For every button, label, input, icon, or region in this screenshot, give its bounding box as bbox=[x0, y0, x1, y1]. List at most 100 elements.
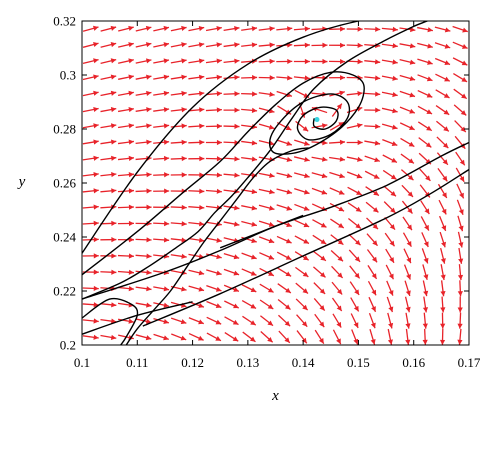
vector-arrow bbox=[329, 156, 346, 162]
vector-arrow bbox=[153, 90, 170, 97]
vector-arrow bbox=[223, 252, 240, 260]
vector-arrow bbox=[100, 237, 117, 243]
vector-arrow bbox=[457, 264, 464, 281]
vector-arrow bbox=[457, 328, 463, 345]
vector-arrow bbox=[82, 171, 99, 178]
vector-arrow bbox=[205, 107, 222, 113]
vector-arrow bbox=[223, 156, 240, 162]
vector-arrow bbox=[364, 59, 381, 65]
vector-arrow bbox=[438, 199, 447, 215]
vector-arrow bbox=[314, 329, 325, 345]
vector-arrow bbox=[440, 312, 446, 329]
vector-arrow bbox=[293, 26, 310, 32]
vector-arrow bbox=[241, 91, 258, 97]
vector-arrow bbox=[440, 264, 446, 281]
vector-arrow bbox=[422, 312, 428, 329]
vector-arrow bbox=[100, 318, 117, 324]
vector-arrow bbox=[258, 26, 275, 32]
trajectory-curve bbox=[82, 297, 139, 345]
vector-arrow bbox=[170, 58, 187, 64]
vector-arrow bbox=[331, 265, 344, 279]
vector-arrow bbox=[417, 105, 433, 115]
vector-arrow bbox=[417, 42, 433, 49]
vector-arrow bbox=[349, 281, 360, 296]
vector-arrow bbox=[241, 107, 258, 113]
vector-arrow bbox=[381, 107, 398, 114]
vector-arrow bbox=[206, 300, 222, 309]
vector-arrow bbox=[311, 172, 328, 179]
vector-arrow bbox=[417, 58, 433, 65]
vector-arrow bbox=[153, 269, 170, 276]
vector-arrow bbox=[312, 219, 327, 228]
vector-arrow bbox=[153, 58, 170, 64]
vector-arrow bbox=[205, 26, 222, 32]
vector-arrow bbox=[421, 248, 429, 264]
vector-arrow bbox=[258, 75, 275, 81]
vector-arrow bbox=[117, 237, 134, 243]
vector-arrow bbox=[100, 74, 117, 81]
vector-arrow bbox=[241, 156, 258, 162]
vector-arrow bbox=[399, 106, 416, 114]
vector-arrow bbox=[223, 91, 240, 97]
vector-arrow bbox=[153, 286, 170, 292]
vector-arrow bbox=[436, 136, 449, 149]
vector-arrow bbox=[258, 172, 275, 179]
vector-arrow bbox=[241, 268, 257, 276]
vector-arrow bbox=[223, 172, 240, 178]
vector-arrow bbox=[188, 156, 205, 162]
vector-arrow bbox=[241, 220, 258, 227]
vector-arrow bbox=[435, 89, 450, 99]
vector-arrow bbox=[399, 90, 416, 98]
vector-arrow bbox=[346, 26, 363, 32]
vector-arrow bbox=[82, 42, 99, 48]
equilibrium-marker bbox=[314, 117, 320, 123]
vector-arrow bbox=[117, 107, 134, 113]
vector-arrow bbox=[223, 107, 240, 113]
vector-arrow bbox=[311, 42, 328, 48]
vector-arrow bbox=[332, 313, 342, 328]
vector-arrow bbox=[188, 237, 205, 243]
vector-arrow bbox=[312, 234, 327, 245]
vector-arrow bbox=[188, 204, 205, 211]
trajectory-curve bbox=[142, 168, 469, 327]
vector-arrow bbox=[313, 266, 326, 278]
vector-arrow bbox=[385, 264, 395, 280]
vector-arrow bbox=[100, 139, 117, 145]
vector-arrow bbox=[259, 283, 274, 293]
vector-arrow bbox=[400, 153, 415, 164]
x-tick-label: 0.14 bbox=[292, 355, 315, 370]
vector-arrow bbox=[457, 296, 463, 313]
vector-arrow bbox=[401, 184, 414, 198]
vector-arrow bbox=[135, 74, 152, 80]
vector-arrow bbox=[223, 42, 240, 48]
vector-arrow bbox=[365, 201, 379, 213]
vector-arrow bbox=[153, 237, 170, 243]
vector-arrow bbox=[452, 25, 468, 33]
vector-arrow bbox=[82, 25, 99, 32]
vector-arrow bbox=[347, 202, 362, 213]
vector-arrow bbox=[434, 26, 451, 33]
vector-arrow bbox=[403, 248, 412, 264]
vector-arrow bbox=[384, 216, 396, 231]
vector-arrow bbox=[348, 233, 361, 246]
vector-arrow bbox=[82, 334, 99, 340]
vector-arrow bbox=[82, 90, 99, 97]
vector-arrow bbox=[434, 42, 451, 49]
vector-arrow bbox=[276, 188, 293, 195]
vector-arrow bbox=[188, 42, 205, 48]
vector-arrow bbox=[439, 328, 446, 345]
vector-arrow bbox=[117, 123, 134, 129]
vector-arrow bbox=[100, 123, 117, 129]
vector-arrow bbox=[205, 237, 222, 243]
vector-arrow bbox=[117, 188, 135, 194]
vector-arrow bbox=[438, 215, 447, 232]
vector-arrow bbox=[241, 284, 257, 293]
vector-arrow bbox=[223, 221, 240, 227]
vector-arrow bbox=[117, 253, 134, 259]
vector-arrow bbox=[241, 58, 258, 64]
vector-arrow bbox=[117, 139, 134, 145]
vector-arrow bbox=[329, 42, 346, 48]
vector-arrow bbox=[100, 155, 117, 161]
vector-arrow bbox=[369, 329, 376, 345]
vector-arrow bbox=[135, 42, 152, 48]
